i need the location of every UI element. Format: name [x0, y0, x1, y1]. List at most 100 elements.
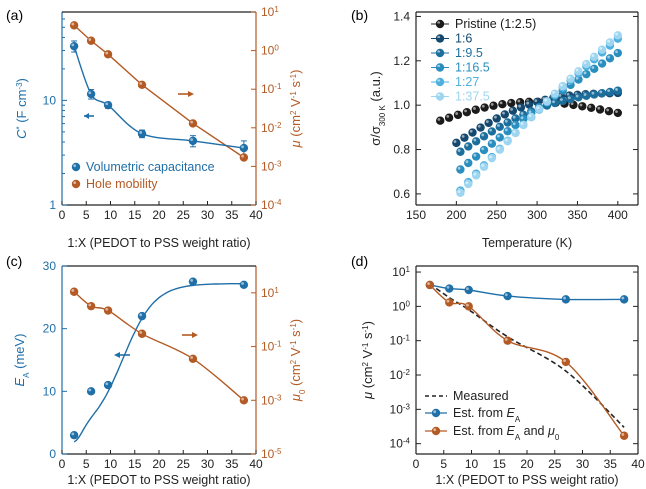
x-tick-label: 400: [608, 208, 628, 222]
series-2-point-highlight: [481, 133, 485, 137]
title-unit: (cm: [360, 367, 375, 392]
panel-label-b: (b): [351, 7, 368, 23]
title-sub: 0: [298, 389, 307, 394]
mu0-point-highlight: [88, 303, 92, 307]
arrow-head: [84, 113, 89, 119]
series-1-point: [476, 123, 485, 132]
series-0-point: [480, 103, 489, 112]
series-5-point: [613, 31, 623, 40]
series-5-point-highlight: [575, 68, 579, 72]
y-right-tick-label-exp: 1: [274, 285, 279, 294]
series-2-point: [605, 87, 615, 97]
series-5-point-highlight: [497, 146, 500, 150]
series-1-point-highlight: [461, 134, 465, 138]
capacitance-point-highlight: [190, 138, 194, 142]
y-right-tick-label-exp: -3: [274, 393, 282, 402]
series-3-point-highlight: [512, 122, 516, 126]
y-tick-label-base: 10: [392, 299, 406, 313]
legend-marker: [431, 408, 441, 418]
series-5-point-highlight: [465, 181, 469, 185]
legend-marker-highlight: [433, 428, 437, 432]
x-tick-label: 30: [201, 457, 215, 471]
series-5-point-highlight: [607, 39, 611, 43]
legend-label: Hole mobility: [86, 177, 158, 191]
series-5-point: [456, 188, 465, 197]
series-0-point: [453, 110, 463, 120]
series-3-point: [582, 69, 591, 79]
title-unit: (cm: [288, 364, 303, 389]
series-2-point-highlight: [599, 90, 603, 94]
x-tick-label: 350: [567, 208, 587, 222]
series-1-point-highlight: [469, 129, 473, 133]
legend-marker-highlight: [437, 50, 441, 54]
est-ea-point: [445, 284, 454, 293]
series-2-point: [503, 118, 512, 127]
series-3-point: [590, 64, 599, 74]
est-ea-point-highlight: [621, 296, 625, 300]
measured-line: [429, 283, 625, 428]
y-right-tick-label: 10-3: [261, 393, 282, 408]
series-3-point: [471, 152, 481, 161]
activation-energy-point-highlight: [105, 382, 109, 386]
series-3-point-highlight: [599, 60, 603, 64]
y-tick-label-exp: -3: [403, 402, 411, 411]
series-5-point: [550, 89, 560, 98]
activation-energy-point: [137, 311, 147, 321]
series-5-point-highlight: [457, 190, 461, 193]
title-symbol: μ: [288, 140, 303, 148]
x-tick-label: 40: [249, 208, 263, 222]
y-right-tick-label: 101: [261, 5, 279, 20]
series-5-point-highlight: [473, 172, 477, 176]
est-ea-point-highlight: [563, 296, 566, 300]
series-5-point: [479, 162, 489, 171]
title-unit-exp: 2: [361, 362, 370, 367]
y-tick-label-base: 10: [390, 402, 404, 416]
title-symbol: μ: [288, 394, 303, 402]
series-3-point-highlight: [489, 141, 492, 144]
series-0-point-highlight: [517, 99, 521, 103]
est-ea-mu0-point-highlight: [466, 303, 469, 307]
title-unit: (a.u.): [368, 71, 383, 105]
legend-marker-highlight: [437, 93, 441, 97]
series-0-point: [604, 107, 614, 116]
series-2-point: [566, 94, 575, 104]
series-2-point: [597, 88, 607, 98]
series-1-point: [468, 128, 477, 137]
mobility-point: [103, 50, 113, 59]
x-tick-label: 300: [527, 208, 547, 222]
series-1-point-highlight: [518, 104, 522, 108]
capacitance-point: [137, 129, 147, 138]
mobility-point: [188, 119, 198, 128]
x-tick-label: 150: [406, 208, 426, 222]
activation-energy-point: [188, 277, 198, 286]
series-0-point: [578, 102, 587, 111]
series-5-point: [464, 179, 473, 189]
capacitance-point-highlight: [71, 43, 75, 47]
series-1-point-highlight: [558, 93, 562, 97]
series-2-point-highlight: [560, 98, 563, 102]
y-tick-label-exp: 1: [406, 265, 411, 274]
legend-marker-highlight: [437, 64, 441, 68]
series-3-point-highlight: [473, 153, 477, 157]
y-left-tick-label: 10: [43, 93, 57, 107]
est-ea-mu0-point-highlight: [621, 433, 625, 436]
mu0-point-highlight: [190, 356, 194, 359]
series-2-point-highlight: [497, 124, 500, 127]
activation-energy-point: [86, 387, 96, 396]
title-unit: s: [360, 332, 375, 343]
y-right-tick-label-base: 10: [261, 121, 275, 135]
est-ea-mu0-point: [464, 302, 473, 311]
est-ea-line: [429, 284, 625, 301]
series-2-point: [574, 93, 583, 102]
y-right-tick-label-exp: -1: [274, 339, 282, 348]
title-unit: s: [288, 330, 303, 341]
legend-sub: A: [515, 433, 521, 442]
series-5-point-highlight: [615, 32, 618, 36]
series-0-point-highlight: [481, 104, 485, 108]
est-ea-point: [561, 295, 571, 304]
est-ea-point: [619, 295, 629, 304]
title-unit: (meV): [12, 333, 27, 372]
title-sup: *: [15, 126, 24, 129]
series-0-point-highlight: [597, 106, 601, 110]
series-1-point: [492, 114, 501, 123]
